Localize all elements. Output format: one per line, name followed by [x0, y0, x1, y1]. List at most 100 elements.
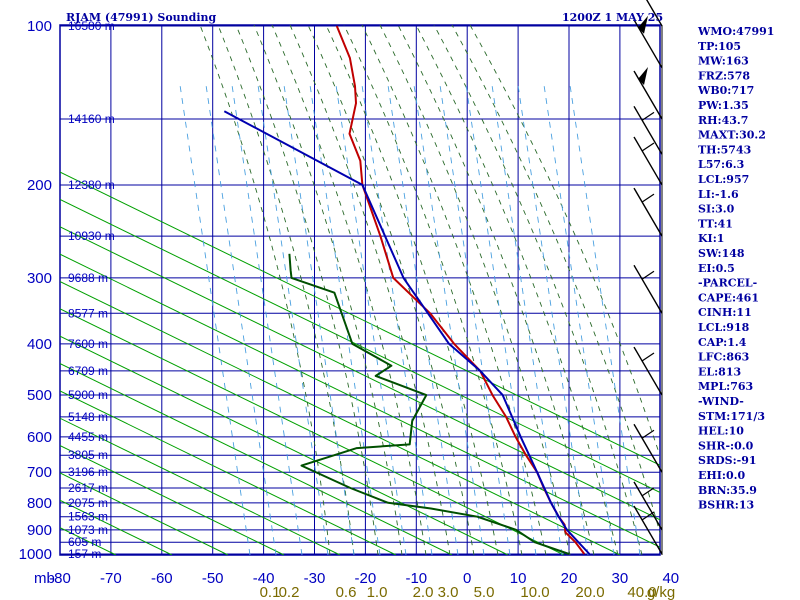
- temperature-tick-label: 0: [463, 570, 471, 587]
- index-line: RH:43.7: [698, 114, 748, 127]
- height-label: 5900 m: [68, 388, 108, 402]
- temperature-tick-label: -50: [202, 570, 224, 587]
- pressure-tick-label: 700: [27, 464, 52, 481]
- height-label: 605 m: [68, 535, 101, 549]
- mixing-ratio-label: 5.0: [474, 584, 495, 600]
- mixing-ratio-line: [257, 84, 329, 555]
- wind-barb-staff: [633, 264, 663, 314]
- wind-barb-staff: [633, 423, 663, 473]
- moist-adiabat: [361, 25, 547, 555]
- height-label: 157 m: [68, 547, 101, 561]
- height-label: 16580 m: [68, 19, 115, 33]
- pressure-tick-label: 100: [27, 18, 52, 35]
- index-line: WMO:47991: [697, 25, 774, 38]
- mixing-ratio-line: [231, 84, 303, 555]
- wind-barb-staff: [646, 0, 663, 27]
- pressure-tick-label: 900: [27, 522, 52, 539]
- dry-adiabat: [60, 226, 660, 521]
- wind-barb-staff: [633, 505, 663, 555]
- index-line: MAXT:30.2: [698, 129, 766, 142]
- moist-adiabat: [217, 25, 355, 555]
- pressure-tick-label: 600: [27, 429, 52, 446]
- mixing-ratio-label: 0.1: [260, 584, 281, 600]
- dry-adiabat: [60, 280, 621, 555]
- index-line: MW:163: [698, 55, 749, 68]
- parcel-path-line: [223, 110, 591, 555]
- dry-adiabat: [60, 445, 285, 555]
- temperature-tick-label: -10: [405, 570, 427, 587]
- height-label: 12380 m: [68, 178, 115, 192]
- index-line: FRZ:578: [698, 69, 750, 82]
- dry-adiabat: [60, 335, 509, 555]
- dewpoint-line: [288, 253, 570, 555]
- wind-barb-staff: [633, 481, 663, 531]
- index-line: CAP:1.4: [698, 336, 747, 349]
- wind-barb-tick: [641, 352, 655, 362]
- wind-barb-tick: [641, 270, 655, 280]
- mixing-ratio-line: [491, 84, 563, 555]
- dry-adiabat: [60, 253, 660, 548]
- pressure-unit-label: mb: [34, 570, 55, 587]
- mixing-ratio-label: 1.0: [367, 584, 388, 600]
- pressure-tick-label: 1000: [19, 546, 52, 563]
- height-label: 3196 m: [68, 465, 108, 479]
- temperature-tick-label: -60: [151, 570, 173, 587]
- index-line: EI:0.5: [698, 262, 735, 275]
- mixing-ratio-label: 20.0: [575, 584, 604, 600]
- index-line: L57:6.3: [698, 158, 744, 171]
- moist-adiabat: [433, 25, 643, 555]
- mixing-ratio-line: [569, 84, 641, 555]
- height-label: 10930 m: [68, 229, 115, 243]
- dry-adiabat: [60, 472, 229, 555]
- temperature-tick-label: 30: [612, 570, 629, 587]
- wind-barb-tick: [641, 511, 655, 521]
- mixing-ratio-label: 3.0: [438, 584, 459, 600]
- profile-lines: [223, 25, 591, 555]
- mixing-ratio-line: [179, 84, 251, 555]
- wind-barb-flag: [638, 15, 648, 34]
- height-label: 8577 m: [68, 306, 108, 320]
- plot-frame: [59, 24, 661, 556]
- wind-barb-staff: [633, 105, 663, 155]
- mixing-ratio-line: [413, 84, 485, 555]
- wind-barb-staff: [633, 19, 663, 69]
- mixing-ratio-line: [387, 84, 459, 555]
- height-label: 6709 m: [68, 364, 108, 378]
- sounding-title: RJAM (47991) Sounding: [66, 11, 217, 24]
- wind-barb-tick: [641, 429, 655, 439]
- wind-barb-tick: [641, 142, 655, 152]
- index-line: -PARCEL-: [698, 277, 757, 290]
- moist-adiabat: [469, 25, 660, 458]
- index-line: EL:813: [698, 365, 741, 378]
- pressure-tick-label: 500: [27, 387, 52, 404]
- dry-adiabat: [60, 390, 397, 555]
- temperature-tick-label: -20: [355, 570, 377, 587]
- index-line: TT:41: [698, 217, 733, 230]
- index-line: BRN:35.9: [698, 484, 757, 497]
- temperature-line: [335, 25, 586, 555]
- height-label: 5148 m: [68, 410, 108, 424]
- moist-adiabat: [397, 25, 595, 555]
- index-line: SHR-:0.0: [698, 439, 754, 452]
- index-line: LI:-1.6: [698, 188, 739, 201]
- index-line: SI:3.0: [698, 203, 735, 216]
- wind-barb-flag: [638, 66, 648, 85]
- temperature-tick-label: -70: [100, 570, 122, 587]
- index-line: LFC:863: [698, 351, 749, 364]
- moist-adiabat: [271, 25, 427, 555]
- wind-barb-tick: [641, 487, 655, 497]
- moist-adiabats: [199, 25, 660, 555]
- mixing-ratio-label: 10.0: [520, 584, 549, 600]
- pressure-tick-label: 800: [27, 495, 52, 512]
- moist-adiabat: [415, 25, 619, 555]
- temperature-tick-label: 20: [561, 570, 578, 587]
- height-label: 9688 m: [68, 271, 108, 285]
- wind-barb-staff: [633, 136, 663, 186]
- temperature-tick-label: 10: [510, 570, 527, 587]
- wind-barb-tick: [641, 111, 655, 121]
- height-label: 1073 m: [68, 523, 108, 537]
- height-label: 3805 m: [68, 448, 108, 462]
- mixing-ratio-lines: [179, 84, 641, 555]
